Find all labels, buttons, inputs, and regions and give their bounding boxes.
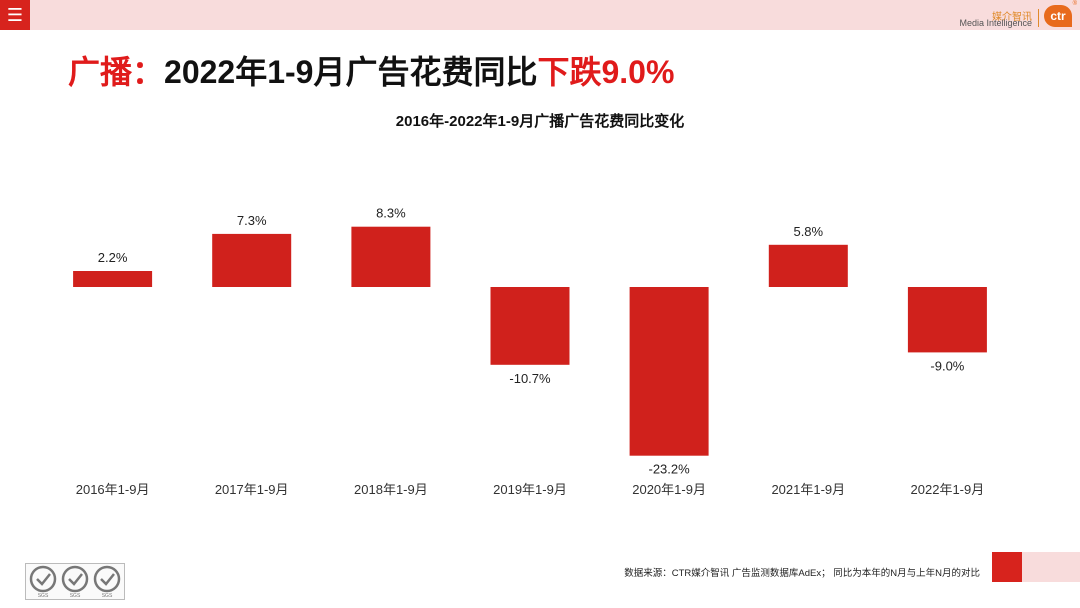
- title-emphasis: 下跌9.0%: [537, 54, 675, 90]
- bar-4: [629, 287, 709, 456]
- bar-6: [907, 287, 987, 353]
- title-prefix: 广播：: [68, 54, 165, 90]
- data-label-0: 2.2%: [98, 250, 128, 265]
- chart-title: 2016年-2022年1-9月广播广告花费同比变化: [395, 113, 685, 130]
- sgs-badge-3: SGS: [93, 565, 121, 599]
- sgs-badge-label: SGS: [70, 593, 81, 599]
- data-label-5: 5.8%: [793, 224, 823, 239]
- ctr-logo: ctr: [1044, 5, 1072, 27]
- top-bar: ☰ 媒介智讯 Media Intelligence ctr ®: [0, 0, 1080, 30]
- data-label-4: -23.2%: [648, 462, 690, 477]
- category-label-1: 2017年1-9月: [215, 482, 289, 497]
- data-label-2: 8.3%: [376, 206, 406, 221]
- sgs-badge-1: SGS: [29, 565, 57, 599]
- page-title: 广播：2022年1-9月广告花费同比下跌9.0%: [68, 47, 674, 93]
- category-label-4: 2020年1-9月: [632, 482, 706, 497]
- hamburger-menu-icon[interactable]: ☰: [0, 0, 30, 30]
- category-label-5: 2021年1-9月: [771, 482, 845, 497]
- data-label-3: -10.7%: [509, 371, 551, 386]
- category-label-3: 2019年1-9月: [493, 482, 567, 497]
- sgs-badge-label: SGS: [102, 593, 113, 599]
- bar-2: [351, 226, 431, 287]
- bar-3: [490, 287, 570, 365]
- bar-0: [73, 271, 153, 287]
- sgs-badge-2: SGS: [61, 565, 89, 599]
- category-label-6: 2022年1-9月: [911, 482, 985, 497]
- data-source-note: 数据来源：CTR媒介智讯 广告监测数据库AdEx； 同比为本年的N月与上年N月的…: [624, 568, 980, 579]
- data-label-1: 7.3%: [237, 213, 267, 228]
- footer-accent-red: [992, 552, 1022, 582]
- data-label-6: -9.0%: [930, 358, 964, 373]
- title-middle: 2022年1-9月广告花费同比: [164, 54, 538, 90]
- certification-badges: SGS SGS SGS: [25, 563, 125, 600]
- registered-mark: ®: [1072, 1, 1077, 7]
- bar-1: [212, 233, 292, 287]
- sgs-badge-label: SGS: [38, 593, 49, 599]
- logo-en-text: Media Intelligence: [959, 18, 1032, 28]
- category-label-0: 2016年1-9月: [76, 482, 150, 497]
- logo-cn-text: 媒介智讯: [992, 12, 1032, 23]
- footer-accent-pink: [1022, 552, 1080, 582]
- category-label-2: 2018年1-9月: [354, 482, 428, 497]
- bar-5: [768, 244, 848, 287]
- logo-divider: [1038, 9, 1039, 27]
- sgs-badges: SGS SGS SGS: [29, 565, 121, 599]
